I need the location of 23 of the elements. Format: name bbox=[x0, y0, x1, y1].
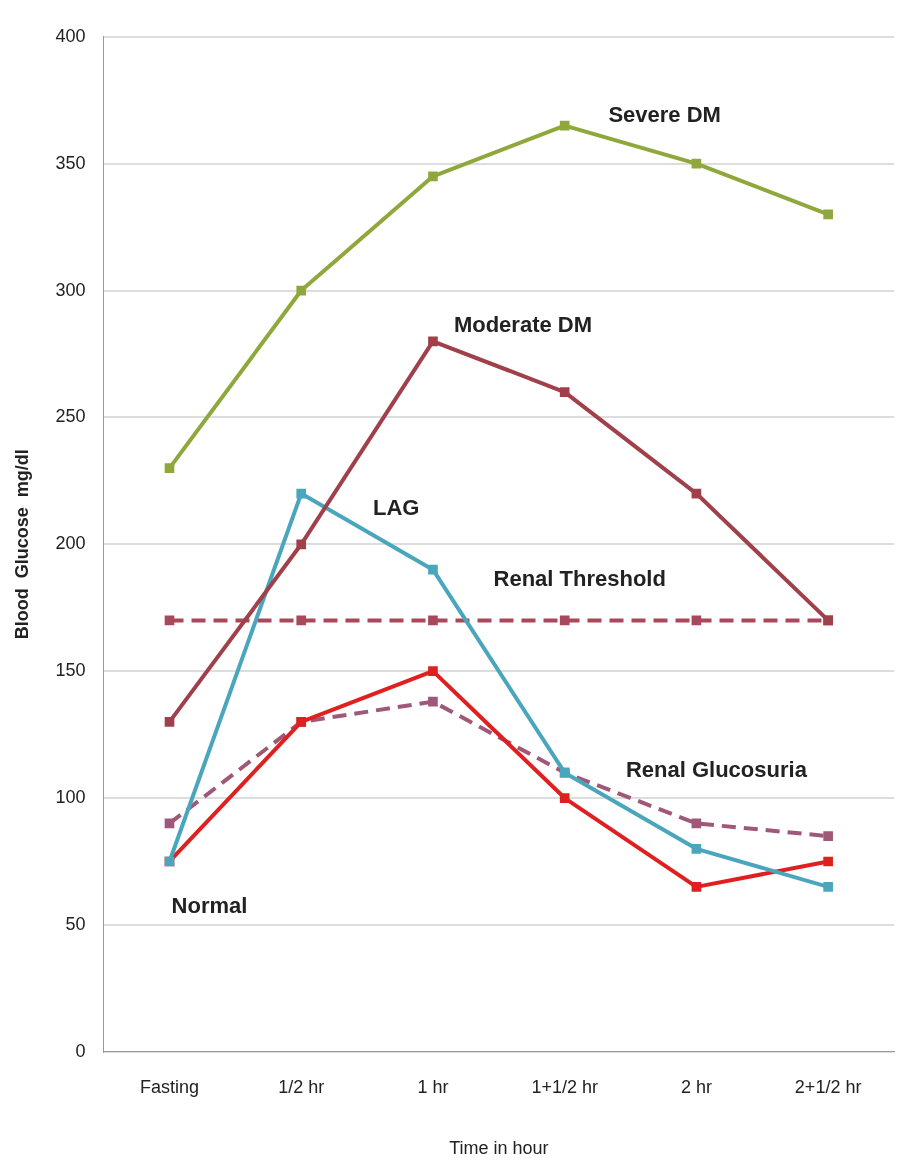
x-tick-label: 1 hr bbox=[417, 1076, 449, 1097]
series-label: Severe DM bbox=[608, 101, 721, 127]
y-tick-label: 250 bbox=[55, 406, 86, 427]
x-tick-label: 2+1/2 hr bbox=[794, 1076, 862, 1097]
y-tick-label: 100 bbox=[55, 787, 86, 808]
x-tick-label: 1+1/2 hr bbox=[531, 1076, 598, 1097]
series-label: Renal Threshold bbox=[493, 566, 666, 592]
y-tick-label: 200 bbox=[55, 533, 86, 554]
x-tick-label: Fasting bbox=[139, 1076, 200, 1097]
y-tick-label: 350 bbox=[55, 152, 86, 173]
series-label: LAG bbox=[373, 494, 420, 520]
y-tick-label: 50 bbox=[65, 913, 86, 934]
y-tick-label: 300 bbox=[55, 279, 86, 300]
y-axis-title: Blood Glucose mg/dl bbox=[11, 449, 32, 640]
y-tick-label: 150 bbox=[55, 660, 86, 681]
series-label: Normal bbox=[171, 892, 248, 918]
x-tick-label: 2 hr bbox=[680, 1076, 712, 1097]
x-axis-title: Time in hour bbox=[449, 1138, 549, 1159]
x-tick-label: 1/2 hr bbox=[278, 1076, 325, 1097]
series-label: Renal Glucosuria bbox=[625, 757, 808, 783]
series-label: Moderate DM bbox=[453, 312, 593, 338]
y-tick-label: 0 bbox=[75, 1040, 86, 1061]
y-tick-label: 400 bbox=[55, 25, 86, 46]
